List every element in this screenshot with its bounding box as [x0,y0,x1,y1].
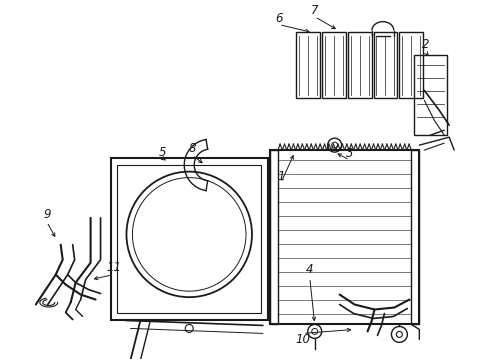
Bar [321,32,345,98]
Text: 7: 7 [310,4,318,17]
Bar [295,32,319,98]
Bar [413,55,447,135]
Text: 2: 2 [421,38,428,51]
Bar [117,165,261,314]
Bar [347,32,371,98]
Text: 10: 10 [295,333,310,346]
Bar [399,32,423,98]
Text: 6: 6 [275,12,282,25]
Text: 5: 5 [158,145,166,159]
Text: 1: 1 [277,170,284,183]
Text: 9: 9 [43,208,50,221]
Bar [373,32,397,98]
Bar [110,158,267,320]
Text: 11: 11 [106,261,121,274]
Text: 8: 8 [188,141,196,155]
Bar [269,150,277,324]
Text: 3: 3 [345,147,353,159]
Text: 4: 4 [305,263,313,276]
Bar [269,150,419,324]
Bar [410,150,419,324]
